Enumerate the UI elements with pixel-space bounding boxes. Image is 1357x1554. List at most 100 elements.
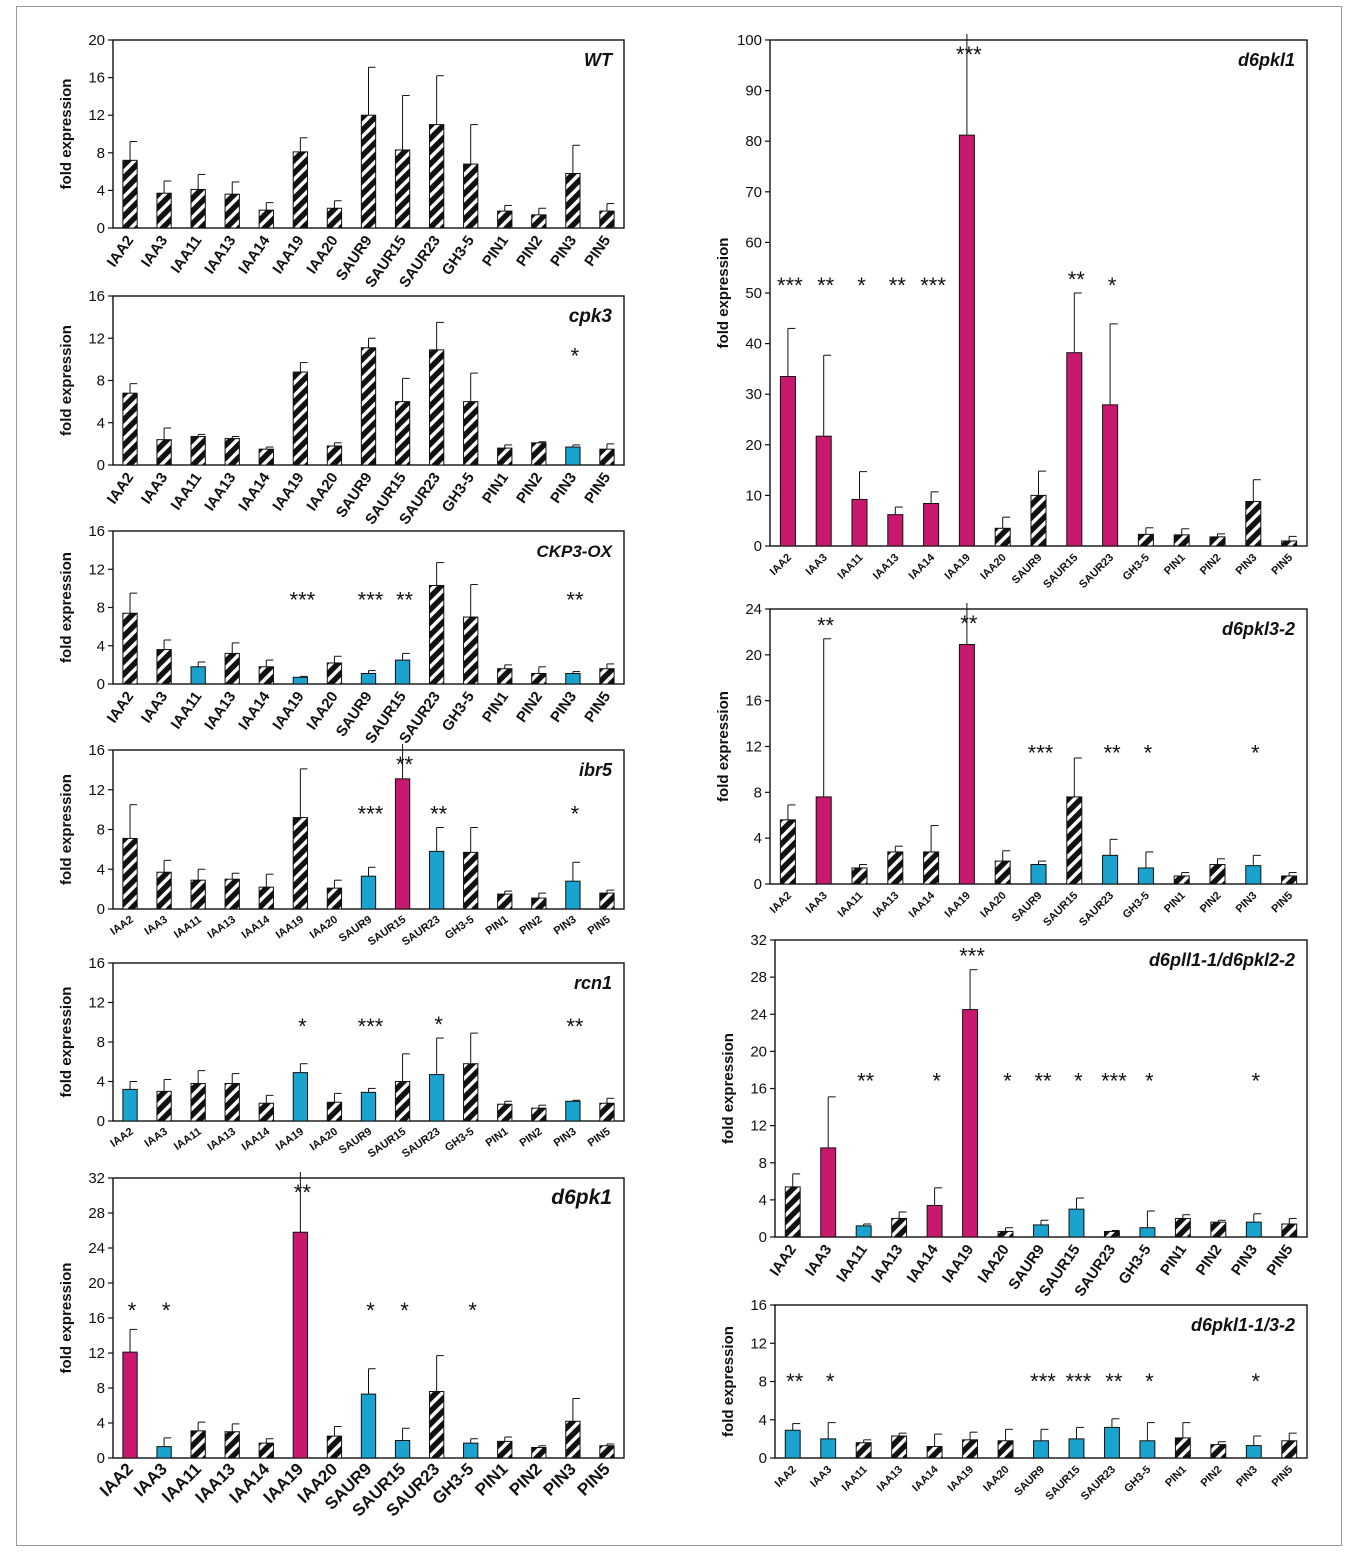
- x-tick-label: IAA19: [942, 890, 973, 921]
- y-tick-label: 50: [745, 285, 762, 302]
- x-tick-label: PIN1: [479, 689, 512, 726]
- x-tick-label: IAA2: [108, 1126, 135, 1150]
- significance-stars: *: [571, 344, 580, 369]
- significance-stars: ***: [959, 944, 985, 969]
- y-axis-label: fold expression: [58, 1263, 75, 1374]
- bar-PIN3: [565, 880, 581, 910]
- bar-IAA3: [815, 435, 832, 547]
- x-tick-label: PIN2: [518, 1126, 545, 1150]
- chart-title: cpk3: [569, 306, 613, 327]
- x-tick-label: IAA19: [942, 552, 973, 583]
- x-tick-label: SAUR15: [1041, 552, 1080, 591]
- bar-SAUR23: [428, 349, 445, 466]
- chart-title: WT: [584, 50, 614, 70]
- y-tick-label: 0: [97, 1450, 105, 1467]
- x-tick-label: IAA3: [142, 1126, 169, 1150]
- significance-stars: **: [857, 1069, 875, 1094]
- bar-SAUR15: [394, 1081, 411, 1122]
- significance-stars: *: [857, 273, 866, 298]
- bar-IAA20: [994, 860, 1011, 885]
- y-tick-label: 40: [745, 336, 762, 353]
- bar-IAA14: [926, 1446, 943, 1459]
- x-tick-label: PIN3: [547, 689, 580, 726]
- bar-IAA20: [326, 1101, 343, 1122]
- y-tick-label: 8: [97, 600, 105, 617]
- y-tick-label: 8: [759, 1155, 767, 1172]
- x-tick-label: IAA13: [206, 914, 238, 942]
- y-tick-label: 8: [97, 1380, 105, 1397]
- bar-IAA3: [815, 796, 832, 885]
- bar-PIN1: [1174, 1437, 1191, 1459]
- bar-IAA14: [258, 886, 274, 910]
- bar-PIN5: [599, 210, 615, 229]
- y-axis-label: fold expression: [58, 79, 75, 190]
- x-tick-label: IAA11: [836, 552, 866, 582]
- x-tick-label: IAA2: [104, 689, 138, 727]
- bar-PIN3: [565, 672, 581, 685]
- y-tick-label: 20: [88, 1275, 105, 1292]
- x-tick-label: SAUR15: [1041, 890, 1080, 929]
- y-axis-label: fold expression: [58, 552, 75, 663]
- bar-PIN1: [497, 1103, 513, 1122]
- y-tick-label: 0: [754, 876, 762, 893]
- bar-GH3-5: [1137, 867, 1154, 885]
- y-axis-label: fold expression: [715, 691, 732, 802]
- significance-stars: **: [566, 1014, 584, 1039]
- bar-PIN2: [531, 214, 547, 229]
- x-tick-label: IAA19: [946, 1464, 977, 1495]
- bar-SAUR9: [360, 875, 377, 910]
- x-tick-label: IAA11: [168, 470, 206, 514]
- bar-IAA14: [258, 1102, 274, 1122]
- chart-title: CKP3-OX: [536, 542, 613, 561]
- bar-IAA14: [258, 448, 274, 466]
- x-tick-label: GH3-5: [1121, 890, 1152, 921]
- bar-IAA13: [891, 1435, 908, 1459]
- bar-IAA13: [887, 851, 904, 885]
- y-tick-label: 4: [754, 830, 762, 847]
- significance-stars: *: [1144, 740, 1153, 765]
- x-tick-label: PIN2: [1193, 1242, 1226, 1279]
- x-tick-label: IAA2: [773, 1464, 799, 1490]
- chart-panel-7: 0 10 20 30 40 50 60 70 80 90 100 fold expression d6p…: [715, 32, 1308, 591]
- y-tick-label: 10: [745, 487, 762, 504]
- y-tick-label: 0: [97, 457, 105, 474]
- y-tick-label: 12: [88, 107, 105, 124]
- bar-IAA20: [326, 662, 343, 685]
- y-tick-label: 16: [88, 523, 105, 540]
- x-tick-label: IAA13: [206, 1126, 238, 1154]
- x-tick-label: PIN5: [581, 470, 614, 507]
- bar-PIN1: [497, 893, 513, 910]
- y-tick-label: 0: [97, 220, 105, 237]
- x-tick-label: IAA2: [108, 914, 135, 938]
- bar-IAA11: [855, 1225, 872, 1238]
- bar-IAA2: [784, 1429, 801, 1459]
- bar-SAUR15: [394, 659, 411, 685]
- y-tick-label: 12: [750, 1335, 767, 1352]
- bar-GH3-5: [463, 616, 479, 685]
- significance-stars: *: [366, 1298, 375, 1323]
- x-tick-label: IAA2: [768, 890, 794, 916]
- x-tick-label: IAA3: [804, 890, 830, 916]
- significance-stars: ***: [290, 588, 316, 613]
- bar-PIN2: [531, 1107, 547, 1122]
- x-tick-label: PIN1: [471, 1459, 511, 1499]
- y-tick-label: 20: [88, 32, 105, 49]
- bar-PIN2: [1209, 536, 1226, 547]
- x-tick-label: IAA11: [840, 1464, 870, 1494]
- y-tick-label: 4: [759, 1192, 767, 1209]
- x-tick-label: IAA2: [768, 552, 794, 578]
- bar-SAUR9: [360, 672, 377, 685]
- x-tick-label: PIN1: [1162, 552, 1188, 578]
- x-tick-label: GH3-5: [439, 689, 478, 735]
- significance-stars: ***: [1066, 1369, 1092, 1394]
- x-tick-label: IAA14: [907, 551, 938, 582]
- x-tick-label: PIN5: [1270, 1464, 1296, 1490]
- bar-IAA19: [292, 151, 309, 229]
- y-tick-label: 30: [745, 386, 762, 403]
- significance-stars: ***: [358, 802, 384, 827]
- significance-stars: *: [1003, 1069, 1012, 1094]
- bar-IAA2: [779, 819, 796, 885]
